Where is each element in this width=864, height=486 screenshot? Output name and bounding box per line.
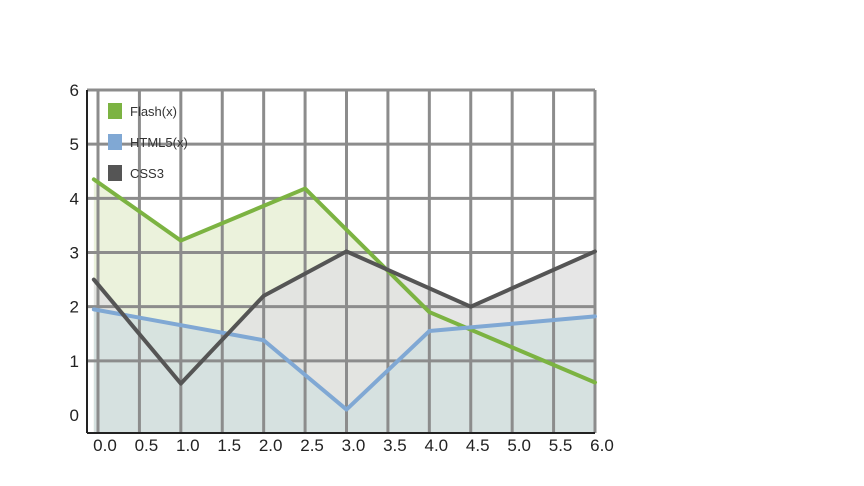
series-lines xyxy=(91,177,597,412)
legend-label: CSS3 xyxy=(130,166,164,181)
y-tick-label: 5 xyxy=(70,135,79,154)
line-flash-x- xyxy=(91,177,597,385)
axes xyxy=(86,90,595,434)
y-tick-label: 0 xyxy=(70,406,79,425)
x-tick-label: 6.0 xyxy=(590,436,614,455)
y-tick-label: 2 xyxy=(70,298,79,317)
x-tick-label: 1.5 xyxy=(217,436,241,455)
x-tick-label: 3.0 xyxy=(342,436,366,455)
x-tick-label: 0.5 xyxy=(135,436,159,455)
line-css3 xyxy=(91,249,597,386)
x-tick-label: 2.0 xyxy=(259,436,283,455)
x-tick-label: 4.5 xyxy=(466,436,490,455)
x-tick-label: 3.5 xyxy=(383,436,407,455)
x-tick-label: 5.0 xyxy=(507,436,531,455)
legend-swatch xyxy=(108,134,122,150)
x-axis-ticks: 0.0 0.5 1.0 1.5 2.0 2.5 3.0 3.5 4.0 4.5 5.0 5.5 6.0 xyxy=(93,436,614,455)
x-tick-label: 0.0 xyxy=(93,436,117,455)
x-tick-label: 1.0 xyxy=(176,436,200,455)
legend-swatch xyxy=(108,165,122,181)
legend-swatch xyxy=(108,103,122,119)
y-tick-label: 3 xyxy=(70,244,79,263)
legend-label: HTML5(x) xyxy=(130,135,188,150)
x-tick-label: 4.0 xyxy=(425,436,449,455)
y-axis-ticks: 0 1 2 3 4 5 6 xyxy=(70,81,79,425)
y-tick-label: 4 xyxy=(70,189,79,208)
line-html5-x- xyxy=(91,307,597,412)
y-tick-label: 6 xyxy=(70,81,79,100)
x-tick-label: 2.5 xyxy=(300,436,324,455)
legend: Flash(x) HTML5(x) CSS3 xyxy=(108,103,188,181)
y-tick-label: 1 xyxy=(70,352,79,371)
legend-label: Flash(x) xyxy=(130,104,177,119)
x-tick-label: 5.5 xyxy=(549,436,573,455)
